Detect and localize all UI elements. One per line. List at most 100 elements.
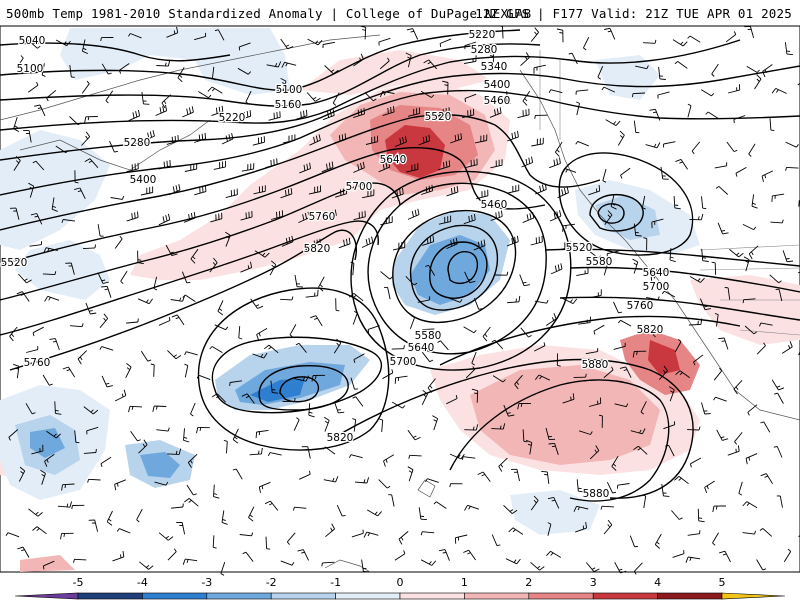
wind-barb <box>301 446 311 459</box>
wind-barb <box>697 508 705 523</box>
wind-barb <box>171 314 185 326</box>
wind-barb <box>446 237 458 250</box>
wind-barb <box>663 421 676 430</box>
wind-barb <box>87 478 101 483</box>
wind-barb <box>268 111 281 121</box>
wind-barb <box>118 63 130 74</box>
wind-barb <box>717 222 729 235</box>
wind-barb <box>60 532 74 540</box>
wind-barb <box>422 235 435 246</box>
wind-barb <box>421 389 428 405</box>
wind-barb <box>600 505 614 510</box>
wind-barb <box>225 231 231 247</box>
wind-barb <box>448 297 463 303</box>
wind-barb <box>745 453 758 465</box>
wind-barb <box>719 550 731 563</box>
wind-barb <box>183 428 190 443</box>
contour-label: 5640 <box>380 154 407 166</box>
height-contour <box>0 39 741 131</box>
wind-barb <box>299 162 311 174</box>
height-contour <box>0 42 231 62</box>
wind-barb <box>391 401 406 409</box>
wind-barb <box>5 532 20 538</box>
wind-barb <box>295 342 307 353</box>
wind-barb <box>650 272 663 282</box>
wind-barb <box>150 363 155 377</box>
wind-barb <box>701 196 707 210</box>
wind-barb <box>289 324 297 338</box>
wind-barb <box>491 339 504 350</box>
contour-label: 5520 <box>425 111 452 123</box>
wind-barb <box>81 131 91 146</box>
wind-barb <box>674 61 688 69</box>
wind-barb <box>649 108 661 121</box>
wind-barb <box>336 505 346 517</box>
height-contour <box>0 220 379 336</box>
wind-barb <box>550 263 563 275</box>
wind-barb <box>292 506 307 511</box>
wind-barb <box>685 556 701 563</box>
wind-barb <box>264 500 279 511</box>
wind-barb <box>335 187 348 198</box>
wind-barb <box>606 250 619 258</box>
wind-barb <box>158 213 171 226</box>
wind-barb <box>687 530 701 536</box>
wind-barb <box>62 366 76 378</box>
wind-barb <box>348 454 363 459</box>
wind-barb <box>99 346 114 351</box>
wind-barb <box>689 213 704 221</box>
wind-barb <box>51 197 58 212</box>
wind-barb <box>465 158 478 169</box>
contour-label: 5700 <box>390 356 417 368</box>
wind-barb <box>541 470 550 484</box>
wind-barb <box>744 325 758 335</box>
wind-barb <box>798 200 800 207</box>
wind-barb <box>323 416 330 432</box>
wind-barb <box>568 52 578 65</box>
wind-barb <box>125 318 139 324</box>
wind-barb <box>32 160 45 171</box>
contour-label: 5460 <box>484 95 511 107</box>
wind-barb <box>322 41 335 49</box>
wind-barb <box>211 105 224 117</box>
wind-barb <box>221 510 228 525</box>
wind-barb <box>530 27 539 42</box>
wind-barb <box>672 39 688 47</box>
anomaly-region <box>30 428 65 458</box>
wind-barb <box>711 261 717 275</box>
wind-barb <box>756 342 766 355</box>
wind-barb <box>645 142 661 149</box>
wind-barb <box>420 531 435 536</box>
wind-barb <box>482 326 491 342</box>
wind-barb <box>318 276 325 292</box>
wind-barb <box>152 405 167 412</box>
wind-barb <box>407 208 420 220</box>
wind-barb <box>658 66 666 80</box>
contour-label: 5160 <box>275 99 302 111</box>
height-contour <box>0 114 601 231</box>
wind-barb <box>363 531 379 538</box>
colorbar-bin <box>657 592 723 600</box>
wind-barb <box>322 109 335 121</box>
wind-barb <box>712 532 719 546</box>
wind-barb <box>420 90 435 98</box>
wind-barb <box>613 301 623 314</box>
wind-barb <box>239 532 254 537</box>
contour-labels: 5040 5100 5100 5160 5220 5280 5400 5520 5760 5220… <box>0 28 671 502</box>
wind-barb <box>241 393 255 404</box>
wind-barb <box>238 326 243 340</box>
wind-barb <box>280 38 294 50</box>
wind-barb <box>742 223 757 231</box>
wind-barb <box>769 118 775 132</box>
wind-barb <box>125 362 132 379</box>
wind-barb <box>724 287 731 300</box>
wind-barb <box>782 250 794 263</box>
wind-barb <box>439 549 450 561</box>
wind-barb <box>308 185 322 195</box>
wind-barb <box>267 452 282 456</box>
wind-barb <box>282 398 296 402</box>
wind-barb <box>507 184 520 194</box>
wind-barb <box>384 286 391 300</box>
wind-barb <box>576 267 589 277</box>
wind-barb <box>23 129 32 143</box>
